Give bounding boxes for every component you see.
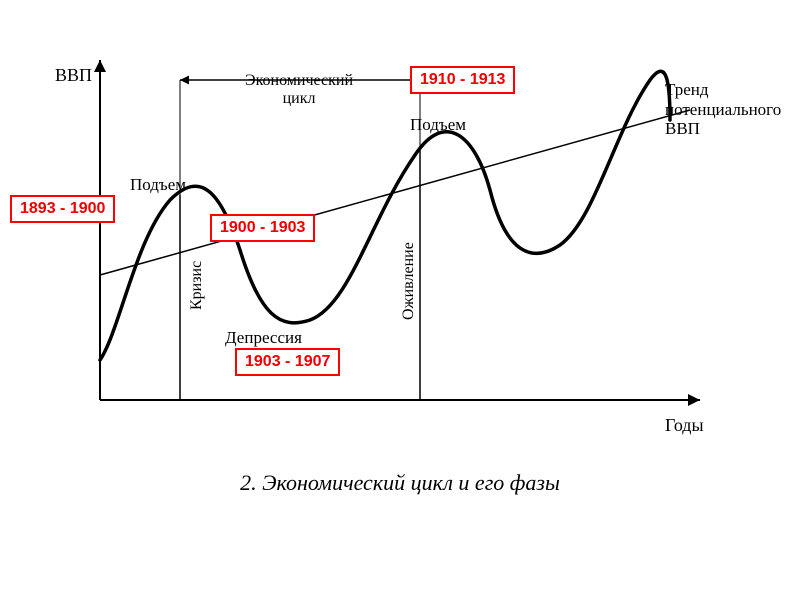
phase-label: Депрессия <box>225 328 302 348</box>
cycle-span-label: Экономическийцикл <box>245 72 353 107</box>
year-range-box: 1903 - 1907 <box>235 348 340 376</box>
phase-label: Подъем <box>410 115 466 135</box>
y-axis-label: ВВП <box>55 65 92 86</box>
year-range-box: 1910 - 1913 <box>410 66 515 94</box>
vertical-phase-label: Кризис <box>188 230 206 310</box>
vertical-phase-label: Оживление <box>400 200 418 320</box>
trend-label: ТрендпотенциальногоВВП <box>665 80 781 139</box>
x-axis-label: Годы <box>665 415 704 436</box>
year-range-box: 1893 - 1900 <box>10 195 115 223</box>
figure-caption: 2. Экономический цикл и его фазы <box>0 470 800 496</box>
year-range-box: 1900 - 1903 <box>210 214 315 242</box>
phase-label: Подъем <box>130 175 186 195</box>
